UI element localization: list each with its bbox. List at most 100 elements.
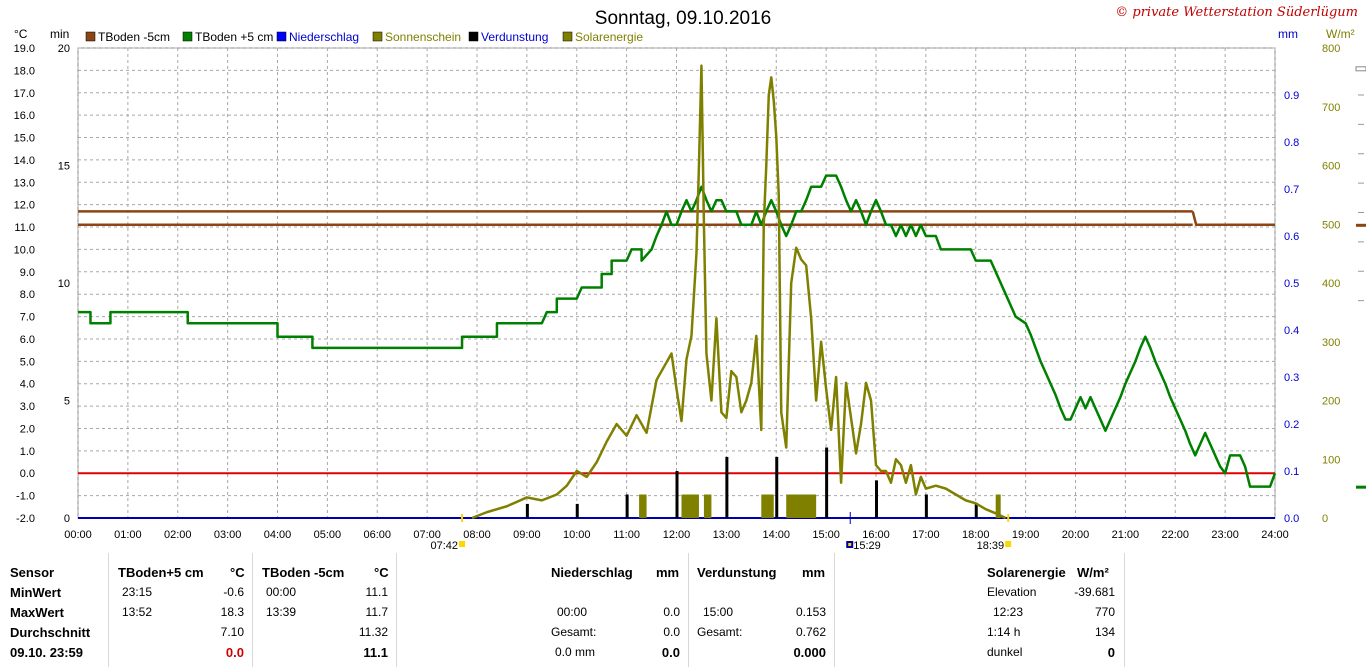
right-scroll-marker <box>1355 66 1366 72</box>
tboden-minus5-end-line <box>1191 211 1275 227</box>
wm2-tick-label: 0 <box>1322 513 1328 525</box>
row-label-min: MinWert <box>10 585 62 600</box>
legend-swatch <box>276 31 287 42</box>
temp-axis-ticks: 19.0 18.0 17.0 16.0 15.0 14.0 13.0 12.0 11.0 10.0… <box>14 43 35 525</box>
x-tick-label: 22:00 <box>1161 529 1189 541</box>
min-tick-label: 10 <box>58 278 70 290</box>
sunshine-bar <box>639 494 647 518</box>
tbplus-max-val: 18.3 <box>220 605 244 619</box>
evaporation-bar <box>875 480 878 518</box>
temp-tick-label: 18.0 <box>14 65 35 77</box>
tbplus-now: 0.0 <box>225 645 244 660</box>
x-tick-label: 05:00 <box>314 529 342 541</box>
mm-tick-label: 0.3 <box>1284 372 1299 384</box>
series-line <box>78 174 1277 488</box>
mm-tick-label: 0.6 <box>1284 231 1299 243</box>
wm2-tick-label: 300 <box>1322 337 1340 349</box>
minutes-axis-ticks: 20 15 10 5 0 <box>58 43 70 525</box>
x-tick-label: 17:00 <box>912 529 940 541</box>
x-tick-label: 00:00 <box>64 529 92 541</box>
tbminus-max-time: 13:39 <box>266 605 297 619</box>
chart-grid <box>77 47 1276 519</box>
temp-tick-label: 8.0 <box>20 289 35 301</box>
sunset-label: 18:39 <box>977 540 1005 552</box>
tbplus-min-time: 23:15 <box>122 585 153 599</box>
tboden-plus5-indicator <box>1356 485 1366 489</box>
min-tick-label: 15 <box>58 161 70 173</box>
min-tick-label: 20 <box>58 43 70 55</box>
row-label-avg: Durchschnitt <box>10 625 91 640</box>
x-tick-label: 03:00 <box>214 529 242 541</box>
sunshine-bar <box>681 494 699 518</box>
verdunstung-now: 0.000 <box>793 645 826 660</box>
temp-tick-label: 19.0 <box>14 43 35 55</box>
tbplus-unit: °C <box>230 565 245 580</box>
temp-tick-label: 12.0 <box>14 200 35 212</box>
tbminus-now: 11.1 <box>363 645 388 660</box>
legend-swatch <box>562 31 573 42</box>
solar-noon-marker-core <box>848 543 852 546</box>
mm-tick-label: 0.5 <box>1284 278 1299 290</box>
niederschlag-now-label: 0.0 mm <box>555 645 596 659</box>
temp-tick-label: 4.0 <box>20 379 35 391</box>
temp-tick-label: 6.0 <box>20 334 35 346</box>
solar-noon-label: 15:29 <box>853 540 881 552</box>
weather-chart: Sonntag, 09.10.2016 TBoden -5cm TBoden +5… <box>14 8 1366 552</box>
mm-tick-label: 0.2 <box>1284 419 1299 431</box>
tbminus-min-time: 00:00 <box>266 585 297 599</box>
stats-table: Sensor MinWert MaxWert Durchschnitt 09.1… <box>0 553 1366 670</box>
x-tick-label: 02:00 <box>164 529 192 541</box>
copyright-text: © private Wetterstation Süderlügum <box>1115 5 1358 20</box>
mm-tick-label: 0.0 <box>1284 513 1299 525</box>
x-tick-label: 06:00 <box>363 529 391 541</box>
min-tick-label: 0 <box>64 513 70 525</box>
wm2-tick-label: 500 <box>1322 219 1340 231</box>
wm2-tick-label: 700 <box>1322 102 1340 114</box>
x-tick-label: 21:00 <box>1112 529 1140 541</box>
solar-max-time: 12:23 <box>993 605 1024 619</box>
sunrise-label: 07:42 <box>431 540 459 552</box>
tbminus-min-val: 11.1 <box>365 585 388 599</box>
wm2-tick-label: 200 <box>1322 396 1340 408</box>
solar-sun-label: 1:14 h <box>987 625 1021 639</box>
tboden-minus5-indicator <box>1356 223 1366 227</box>
sunshine-bar <box>786 494 817 518</box>
evaporation-bar <box>775 456 779 518</box>
legend-label: TBoden -5cm <box>98 30 170 44</box>
x-tick-label: 13:00 <box>713 529 741 541</box>
x-tick-label: 07:00 <box>413 529 441 541</box>
solar-elevation-label: Elevation <box>987 585 1037 599</box>
wm2-axis-unit: W/m² <box>1326 27 1355 41</box>
temp-tick-label: 14.0 <box>14 155 35 167</box>
solar-max-val: 770 <box>1094 605 1115 619</box>
solar-sun-val: 134 <box>1094 625 1115 639</box>
sensor-header: Sensor <box>10 565 55 580</box>
temp-tick-label: 1.0 <box>20 446 35 458</box>
solar-elevation: -39.681 <box>1074 585 1115 599</box>
verdunstung-max-time: 15:00 <box>703 605 734 619</box>
temp-tick-label: 16.0 <box>14 110 35 122</box>
verdunstung-gesamt: 0.762 <box>795 625 826 639</box>
x-tick-label: 04:00 <box>264 529 292 541</box>
temp-tick-label: 3.0 <box>20 401 35 413</box>
temp-tick-label: 17.0 <box>14 88 35 100</box>
evaporation-bar <box>825 447 829 518</box>
mm-tick-label: 0.4 <box>1284 325 1299 337</box>
temp-tick-label: 7.0 <box>20 312 35 324</box>
tbplus-max-time: 13:52 <box>122 605 153 619</box>
temp-tick-label: 10.0 <box>14 244 35 256</box>
legend-swatch <box>468 31 479 42</box>
sunset-marker <box>1005 541 1012 547</box>
x-tick-label: 14:00 <box>762 529 790 541</box>
temp-tick-label: -2.0 <box>16 513 35 525</box>
wm2-axis-ticks: 800 700 600 500 400 300 200 100 0 <box>1322 43 1340 525</box>
x-tick-label: 10:00 <box>563 529 591 541</box>
verdunstung-unit: mm <box>802 565 826 580</box>
mm-tick-label: 0.1 <box>1284 466 1299 478</box>
temp-tick-label: -1.0 <box>16 491 35 503</box>
tbminus-unit: °C <box>374 565 389 580</box>
x-tick-label: 11:00 <box>613 529 640 541</box>
min-axis-unit: min <box>50 27 69 41</box>
niederschlag-gesamt-label: Gesamt: <box>551 625 597 639</box>
mm-axis-unit: mm <box>1278 27 1298 41</box>
